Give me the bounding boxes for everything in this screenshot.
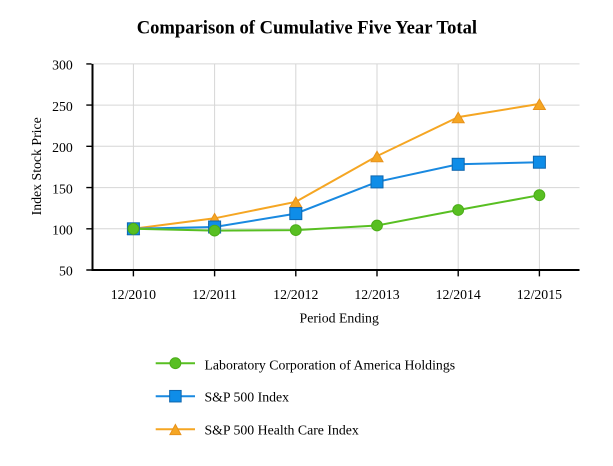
svg-text:100: 100 — [52, 223, 73, 238]
svg-text:12/2012: 12/2012 — [273, 287, 318, 302]
svg-text:250: 250 — [52, 99, 73, 114]
svg-text:12/2010: 12/2010 — [111, 287, 156, 302]
svg-text:50: 50 — [59, 264, 73, 279]
svg-text:150: 150 — [52, 181, 73, 196]
svg-text:Laboratory Corporation of Amer: Laboratory Corporation of America Holdin… — [205, 357, 456, 372]
svg-text:12/2015: 12/2015 — [517, 287, 562, 302]
svg-text:300: 300 — [52, 58, 73, 73]
svg-text:Comparison of Cumulative Five: Comparison of Cumulative Five Year Total — [137, 18, 477, 39]
svg-text:S&P 500 Index: S&P 500 Index — [205, 389, 290, 404]
svg-text:S&P 500 Health Care Index: S&P 500 Health Care Index — [205, 422, 359, 437]
svg-text:12/2014: 12/2014 — [436, 287, 481, 302]
svg-text:Period Ending: Period Ending — [300, 310, 379, 325]
svg-text:Index Stock Price: Index Stock Price — [29, 117, 44, 215]
svg-text:200: 200 — [52, 140, 73, 155]
svg-text:12/2013: 12/2013 — [354, 287, 399, 302]
svg-text:12/2011: 12/2011 — [192, 287, 237, 302]
